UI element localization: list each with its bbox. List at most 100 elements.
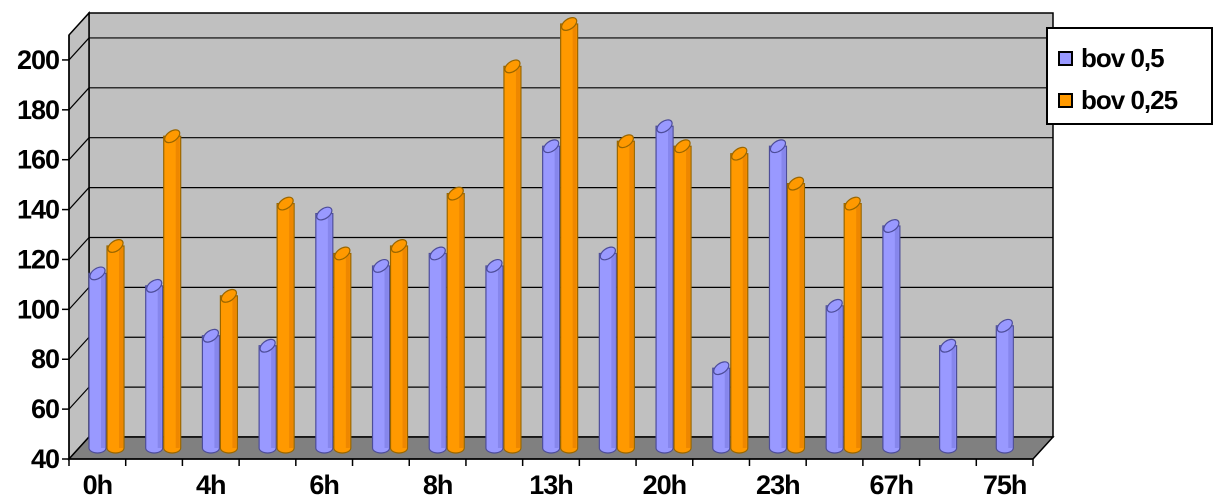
bar-top	[713, 361, 730, 376]
x-tick-label: 4h	[196, 470, 226, 500]
bar-shading	[497, 265, 502, 448]
bar	[88, 266, 107, 454]
gridline-side	[68, 187, 90, 210]
bar	[371, 258, 391, 454]
x-tick-label: 75h	[983, 470, 1027, 500]
axis-ticks: 40 60 80 100 120 140 160 180 200 0h 4h 6h 8h 13h 20h 23…	[17, 45, 1034, 500]
bar	[258, 338, 277, 454]
bar-top	[883, 219, 900, 233]
bar	[616, 134, 635, 454]
bar-top	[164, 129, 181, 144]
x-tick-label: 0h	[83, 470, 113, 500]
y-tick-label: 140	[17, 195, 59, 225]
bar-shading	[441, 253, 446, 448]
bar-top	[372, 258, 390, 273]
bar-top	[277, 196, 294, 211]
bar-top	[787, 176, 805, 191]
bar-top	[259, 338, 276, 353]
x-tick-label: 8h	[423, 470, 453, 500]
bar	[882, 219, 901, 454]
bar	[428, 246, 447, 454]
bar-shading	[402, 245, 407, 448]
bar-top	[429, 246, 446, 261]
bar-shading	[742, 153, 747, 448]
gridline-side	[68, 336, 90, 360]
y-tick-label: 80	[31, 344, 59, 374]
bar-top	[656, 119, 673, 134]
bar-top	[599, 246, 616, 261]
bar-top	[543, 139, 560, 154]
y-tick-label: 180	[17, 95, 59, 125]
bar-shading	[799, 183, 804, 448]
bar-top	[146, 278, 163, 293]
x-tick-label: 6h	[309, 470, 339, 500]
bar	[315, 206, 334, 454]
bar-shading	[289, 203, 294, 448]
legend-swatch-bov025	[1058, 93, 1073, 108]
bar	[786, 176, 806, 454]
bar-shading	[271, 345, 276, 448]
bar	[560, 17, 579, 454]
x-tick-label: 67h	[869, 470, 913, 500]
y-tick-label: 60	[31, 394, 59, 424]
legend-item-bov025: bov 0,25	[1058, 85, 1178, 116]
y-tick-label: 200	[17, 45, 59, 75]
y-tick-label: 160	[17, 145, 59, 175]
gridline-side	[68, 386, 90, 410]
y-tick-label: 40	[31, 444, 59, 474]
bar	[276, 196, 295, 454]
bar	[219, 288, 239, 454]
bar	[843, 196, 862, 454]
bar-shading	[327, 213, 332, 448]
bar-shading	[119, 245, 123, 448]
bar-top	[447, 186, 464, 201]
bar-shading	[894, 226, 899, 448]
bar-shading	[459, 193, 464, 448]
bar-shading	[1008, 325, 1013, 448]
x-tick-label: 20h	[643, 470, 687, 500]
gridline-side	[68, 237, 90, 260]
bar-shading	[345, 253, 350, 448]
bar-top	[107, 239, 124, 253]
bar-shading	[572, 24, 577, 448]
bar-shading	[384, 265, 389, 448]
bar-shading	[629, 141, 634, 449]
bar	[389, 239, 409, 454]
bar	[503, 59, 522, 454]
x-tick-label: 23h	[756, 470, 800, 500]
bars	[88, 17, 1014, 454]
bar	[145, 278, 164, 454]
y-tick-label: 100	[17, 294, 59, 324]
bar-shading	[856, 203, 861, 448]
bar	[163, 129, 182, 454]
bar-shading	[232, 295, 237, 448]
bar-shading	[157, 285, 162, 448]
gridline-side	[68, 37, 90, 61]
bar-top	[996, 318, 1013, 333]
legend-label-bov05: bov 0,5	[1081, 43, 1165, 73]
bar-shading	[724, 368, 729, 448]
bar	[446, 186, 465, 454]
bar-top	[390, 239, 408, 253]
bar-top	[769, 139, 787, 154]
bar-top	[561, 17, 578, 31]
bar-top	[674, 139, 691, 154]
bar-top	[220, 288, 238, 303]
bar-shading	[214, 335, 219, 448]
bar-top	[617, 134, 634, 149]
bar-shading	[668, 126, 673, 449]
bar	[825, 298, 844, 454]
bar-top	[844, 196, 861, 211]
bar	[201, 328, 221, 454]
bar	[106, 239, 125, 454]
bar	[598, 246, 617, 454]
bar	[485, 258, 504, 454]
bar	[730, 146, 749, 454]
bar	[542, 139, 561, 454]
gridline-side	[68, 87, 90, 111]
bar	[768, 139, 788, 454]
bar-top	[826, 298, 843, 313]
bar-top	[334, 246, 351, 261]
bar-top	[504, 59, 521, 74]
